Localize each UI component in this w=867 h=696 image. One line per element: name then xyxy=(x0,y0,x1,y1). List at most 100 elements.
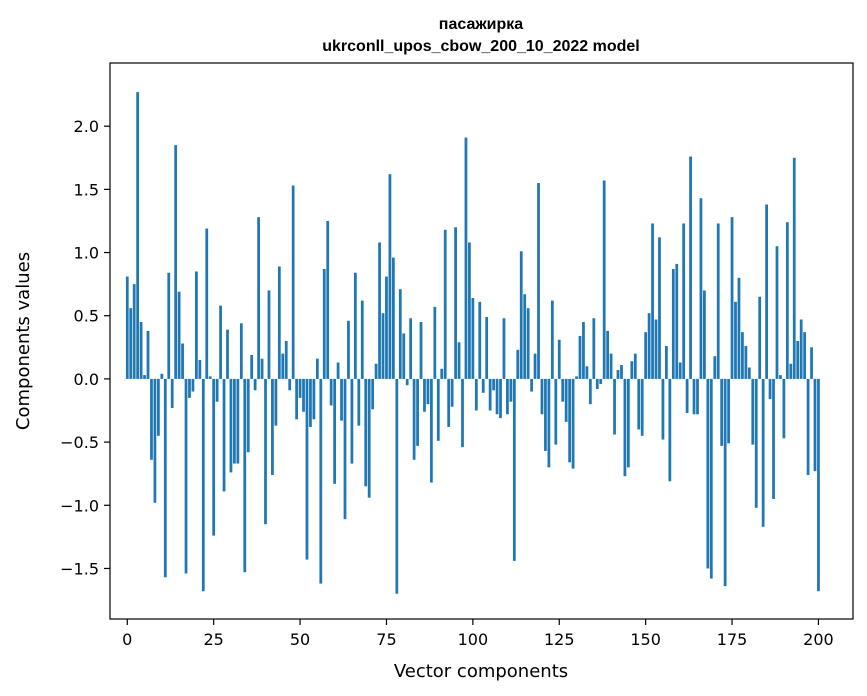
y-tick-label: 1.0 xyxy=(74,244,99,263)
bar xyxy=(685,378,689,414)
bar xyxy=(412,378,416,460)
y-tick-label: −0.5 xyxy=(60,433,99,452)
bar xyxy=(143,375,146,379)
bar xyxy=(315,358,319,379)
y-tick-label: 0.5 xyxy=(74,307,99,326)
bar xyxy=(789,363,793,379)
bar xyxy=(163,378,167,578)
bar xyxy=(326,220,330,379)
bar xyxy=(405,378,409,386)
x-tick-label: 0 xyxy=(122,630,132,649)
bar xyxy=(637,378,641,430)
bar xyxy=(347,320,350,379)
bar xyxy=(585,366,589,379)
bar xyxy=(302,378,305,412)
bar xyxy=(215,378,219,402)
bar xyxy=(533,353,537,379)
bar xyxy=(181,343,184,379)
bar xyxy=(398,289,402,379)
bar xyxy=(205,228,209,379)
bar xyxy=(682,223,686,379)
chart-title: пасажирка xyxy=(439,16,524,33)
y-tick-label: 2.0 xyxy=(74,117,99,136)
bar xyxy=(506,378,509,415)
bar xyxy=(699,198,703,379)
bar xyxy=(561,378,565,402)
bar xyxy=(291,185,295,379)
bar xyxy=(381,313,385,379)
bar xyxy=(734,301,737,379)
bar xyxy=(250,354,254,379)
bar xyxy=(222,378,226,492)
bar xyxy=(530,378,533,392)
bar xyxy=(243,378,247,573)
bar xyxy=(378,242,381,379)
bar xyxy=(322,268,326,379)
bar xyxy=(457,342,461,379)
bar xyxy=(139,322,143,379)
bar xyxy=(219,305,222,379)
bar xyxy=(671,268,675,379)
bar xyxy=(195,271,198,379)
bar xyxy=(156,378,160,436)
x-tick-label: 175 xyxy=(717,630,748,649)
bar xyxy=(516,349,520,379)
bar xyxy=(523,294,527,379)
bar xyxy=(319,378,323,584)
y-axis-label: Components values xyxy=(13,252,34,430)
bar xyxy=(689,156,692,379)
bar xyxy=(499,378,502,419)
bar xyxy=(599,378,603,384)
bar xyxy=(150,378,153,460)
bar xyxy=(288,378,292,391)
bar xyxy=(706,378,710,569)
bar xyxy=(177,291,181,379)
bar xyxy=(747,367,751,379)
bar xyxy=(226,329,229,379)
bar xyxy=(295,378,298,420)
bar xyxy=(502,318,506,379)
bar xyxy=(236,378,240,464)
bar xyxy=(613,378,616,435)
bar xyxy=(340,378,343,421)
bar xyxy=(578,335,582,379)
x-tick-label: 125 xyxy=(544,630,575,649)
bar xyxy=(253,378,257,391)
bar xyxy=(623,378,627,477)
bar xyxy=(640,378,644,436)
y-tick-label: 1.5 xyxy=(74,180,99,199)
bar xyxy=(464,137,468,379)
bar xyxy=(360,300,364,379)
bar xyxy=(675,263,679,379)
bar xyxy=(329,378,333,406)
bar xyxy=(582,322,585,379)
bar xyxy=(198,359,202,379)
bar xyxy=(730,217,734,379)
x-tick-label: 200 xyxy=(803,630,834,649)
bar xyxy=(544,378,547,451)
bar xyxy=(519,251,523,379)
y-tick-label: 0.0 xyxy=(74,370,99,389)
bar xyxy=(550,300,554,379)
bar xyxy=(716,223,720,379)
bar xyxy=(620,365,623,379)
bar xyxy=(129,308,133,379)
bar xyxy=(367,378,371,498)
bar xyxy=(430,378,433,483)
bar xyxy=(402,333,406,379)
bar xyxy=(312,378,316,420)
bar xyxy=(246,378,250,453)
bars-group xyxy=(125,92,820,594)
bar xyxy=(167,272,171,379)
bar xyxy=(271,378,274,475)
bar xyxy=(658,237,661,379)
bar xyxy=(374,363,378,379)
bar xyxy=(651,223,654,379)
bar xyxy=(751,378,755,445)
bar xyxy=(419,322,423,379)
bar xyxy=(547,378,551,468)
bar xyxy=(647,313,651,379)
x-axis-label: Vector components xyxy=(394,661,568,682)
bar xyxy=(779,375,782,379)
